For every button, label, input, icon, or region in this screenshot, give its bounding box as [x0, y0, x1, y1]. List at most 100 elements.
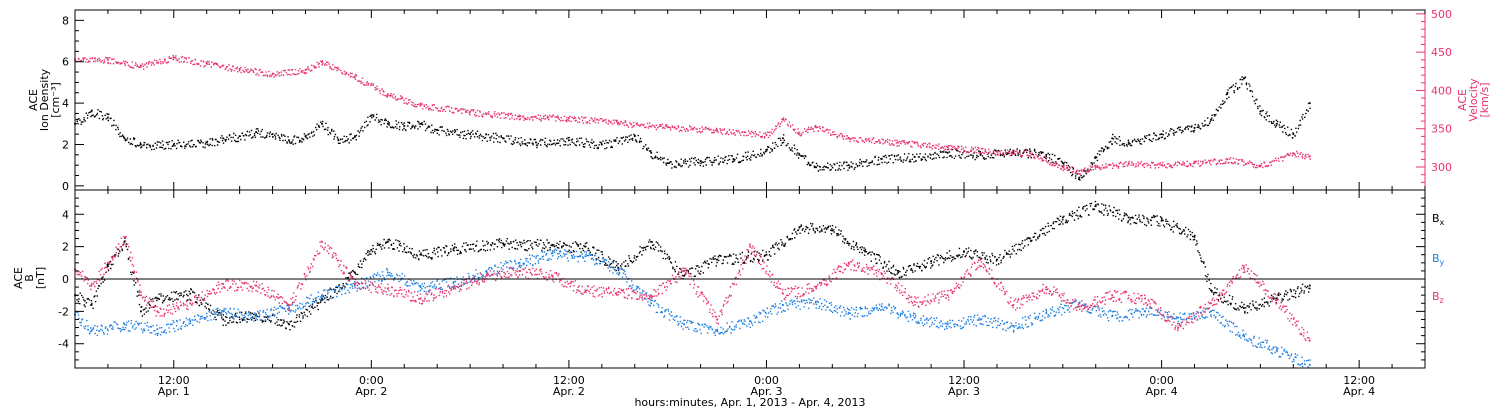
- legend-sub-by: y: [1440, 258, 1445, 267]
- bottom-left-tick-label-4: 4: [62, 208, 69, 221]
- top-series-0-point-46: [1127, 141, 1130, 144]
- bottom-series-bx-point-20: [650, 240, 653, 243]
- bottom-series-bz-point-21: [683, 270, 685, 272]
- bottom-series-bx-point-17: [551, 244, 554, 246]
- bottom-series-bx-point-27: [897, 271, 900, 274]
- bottom-left-tick-label-2: 2: [62, 241, 69, 254]
- bottom-series-by-point-25: [880, 305, 883, 308]
- bottom-series-bx-point-38: [1243, 307, 1245, 309]
- bottom-series-bz-point-10: [321, 240, 323, 243]
- bottom-series-bx-point-11: [354, 271, 356, 274]
- legend-entry-by: By: [1432, 252, 1445, 267]
- legend-label-bx: B: [1432, 212, 1440, 225]
- bottom-left-ylabel-line-2: [nT]: [34, 267, 47, 289]
- top-left-ylabel-line-2: [cm⁻³]: [49, 82, 62, 118]
- legend-sub-bz: z: [1440, 296, 1444, 305]
- bottom-series-bz-point-13: [419, 297, 422, 300]
- legend-label-bz: B: [1432, 290, 1440, 303]
- bottom-series-by-point-34: [1177, 316, 1179, 319]
- top-series-0-point-27: [650, 151, 653, 154]
- bottom-series-bz-point-26: [847, 261, 850, 264]
- bottom-series-bx-point-6: [189, 292, 192, 295]
- bottom-series-by-point-1: [90, 329, 93, 332]
- bottom-series-bz-point-31: [1012, 304, 1015, 306]
- bottom-series-bx-point-30: [996, 258, 998, 261]
- bottom-series-bz-point-1: [90, 284, 93, 287]
- top-series-0-point-2: [107, 116, 109, 119]
- bottom-series-bz-point-16: [518, 270, 521, 272]
- top-right-ylabel-line-1: Velocity: [1467, 78, 1480, 122]
- bottom-series-bz-point-15: [485, 274, 488, 277]
- bottom-series-by-point-27: [946, 323, 949, 326]
- bottom-series-bx-point-32: [1061, 216, 1064, 219]
- top-series-0-point-54: [1292, 133, 1295, 135]
- top-series-0-point-4: [140, 143, 142, 146]
- bottom-series-bz-point-19: [617, 291, 620, 293]
- bottom-series-bz-point-4: [140, 294, 142, 297]
- top-left-tick-label-0: 0: [62, 180, 69, 193]
- top-left-ylabel-line-0: ACE: [27, 89, 40, 111]
- top-series-0-point-22: [502, 137, 504, 140]
- bottom-series-bz-point-20: [650, 294, 653, 297]
- top-left-y-axis: 0 2 4 6 8: [62, 14, 84, 193]
- x-tick-date-5: Apr. 4: [1146, 385, 1178, 398]
- top-series-0-point-35: [847, 164, 850, 167]
- bottom-series-point-cloud-bx: [76, 200, 1311, 331]
- top-series-1-point-6: [271, 72, 274, 75]
- bottom-series-by-point-2: [123, 323, 126, 326]
- top-series-1-point-15: [617, 121, 620, 124]
- bottom-left-y-axis: -4 -2 0 2 4: [58, 197, 1425, 361]
- bottom-series-by-point-4: [189, 320, 192, 322]
- bottom-series-bx-point-18: [584, 245, 587, 248]
- top-series-0-point-33: [798, 153, 801, 156]
- x-tick-date-3: Apr. 3: [750, 385, 782, 398]
- bottom-series-bz-point-29: [946, 294, 949, 297]
- bottom-series-by-point-26: [913, 316, 916, 319]
- top-series-1-point-31: [1160, 163, 1163, 166]
- top-series-1-point-28: [1078, 170, 1081, 172]
- bottom-series-bz-point-30: [979, 258, 982, 261]
- x-tick-time-6: 12:00: [1343, 374, 1375, 387]
- top-left-tick-label-6: 6: [62, 56, 69, 69]
- bottom-left-tick-label--4: -4: [58, 338, 69, 351]
- bottom-series-by-point-7: [288, 307, 290, 309]
- bottom-series-bz-point-24: [782, 292, 784, 295]
- bottom-series-bx-point-10: [321, 299, 323, 301]
- top-series-1-point-1: [107, 58, 109, 61]
- bottom-series-by-point-28: [979, 318, 982, 321]
- bottom-series-bx-point-37: [1210, 289, 1212, 292]
- bottom-series-by-point-36: [1243, 334, 1245, 337]
- top-series-0-point-47: [1160, 133, 1163, 135]
- top-series-0-point-44: [1094, 156, 1097, 158]
- top-series-0-point-7: [222, 137, 225, 140]
- top-series-1-point-34: [1259, 164, 1262, 167]
- top-series-1-point-18: [765, 134, 768, 136]
- bottom-series-bx-point-9: [288, 323, 290, 326]
- bottom-series-bz-point-40: [1308, 339, 1311, 342]
- x-tick-time-1: 0:00: [359, 374, 384, 387]
- bottom-series-bx-point-7: [222, 318, 225, 321]
- top-series-1-point-13: [518, 115, 521, 118]
- top-series-0-point-51: [1243, 77, 1245, 80]
- bottom-series-by-point-10: [386, 271, 389, 274]
- top-series-0-point-8: [238, 135, 241, 138]
- top-series-0-point-3: [123, 137, 126, 140]
- bottom-series-bx-point-14: [419, 253, 422, 256]
- bottom-series-bx-point-5: [156, 297, 159, 300]
- bottom-series-bz-point-9: [288, 304, 290, 306]
- bottom-series-bz-point-3: [123, 236, 126, 238]
- legend-entry-bx: Bx: [1432, 212, 1445, 227]
- top-series-0-point-34: [815, 166, 817, 169]
- bottom-series-bx-point-34: [1127, 216, 1130, 219]
- top-left-tick-label-4: 4: [62, 97, 69, 110]
- top-series-1-point-5: [238, 68, 241, 70]
- x-tick-time-2: 12:00: [553, 374, 585, 387]
- bottom-series-by-point-13: [485, 270, 488, 272]
- top-series-0-point-18: [403, 125, 406, 127]
- bottom-series-by-point-15: [551, 252, 554, 254]
- top-series-1-point-16: [666, 126, 669, 129]
- top-series-1-point-27: [1061, 166, 1064, 168]
- top-series-0-point-15: [354, 135, 356, 138]
